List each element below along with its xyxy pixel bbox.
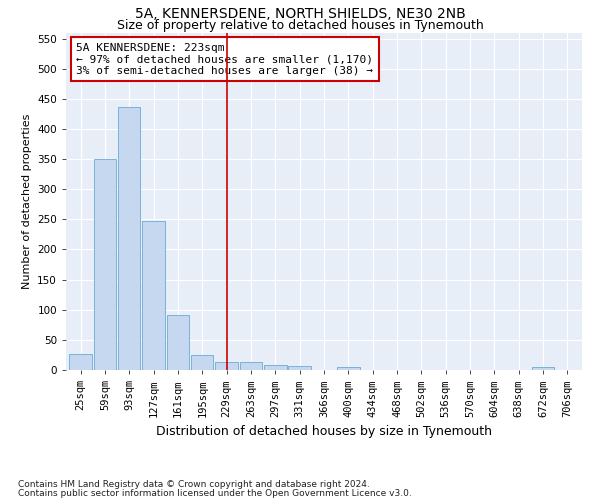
Bar	[142, 220, 165, 370]
Bar	[118, 106, 140, 370]
Bar	[191, 355, 214, 370]
X-axis label: Distribution of detached houses by size in Tynemouth: Distribution of detached houses by size …	[156, 425, 492, 438]
Text: Size of property relative to detached houses in Tynemouth: Size of property relative to detached ho…	[116, 19, 484, 32]
Bar	[264, 364, 287, 370]
Bar	[70, 354, 92, 370]
Text: Contains HM Land Registry data © Crown copyright and database right 2024.: Contains HM Land Registry data © Crown c…	[18, 480, 370, 489]
Bar	[532, 367, 554, 370]
Bar	[289, 366, 311, 370]
Bar	[167, 314, 189, 370]
Y-axis label: Number of detached properties: Number of detached properties	[22, 114, 32, 289]
Text: 5A, KENNERSDENE, NORTH SHIELDS, NE30 2NB: 5A, KENNERSDENE, NORTH SHIELDS, NE30 2NB	[134, 8, 466, 22]
Bar	[94, 159, 116, 370]
Bar	[337, 367, 359, 370]
Bar	[240, 362, 262, 370]
Text: Contains public sector information licensed under the Open Government Licence v3: Contains public sector information licen…	[18, 488, 412, 498]
Bar	[215, 362, 238, 370]
Text: 5A KENNERSDENE: 223sqm
← 97% of detached houses are smaller (1,170)
3% of semi-d: 5A KENNERSDENE: 223sqm ← 97% of detached…	[76, 42, 373, 76]
